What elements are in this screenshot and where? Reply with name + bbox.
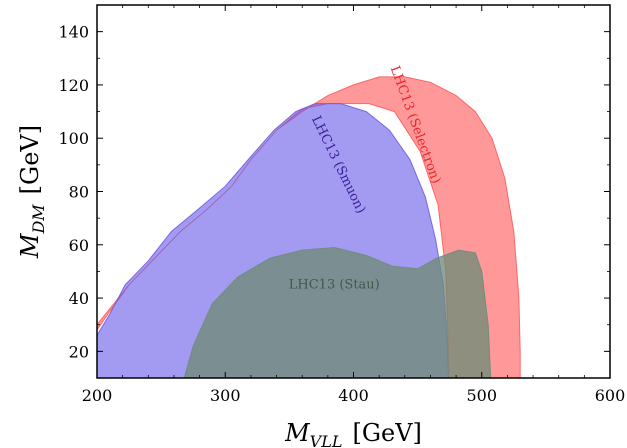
x-tick-label: 600 — [595, 386, 626, 405]
x-tick-label: 500 — [466, 386, 497, 405]
y-tick-label: 60 — [69, 236, 89, 255]
y-tick-label: 120 — [58, 76, 89, 95]
region-lhc13-stau — [183, 246, 492, 378]
y-tick-label: 40 — [69, 289, 89, 308]
y-tick-label: 80 — [69, 183, 89, 202]
y-tick-label: 140 — [58, 23, 89, 42]
x-axis-title: MVLL [GeV] — [284, 419, 422, 448]
y-axis-title: MDM[GeV] — [16, 125, 48, 259]
y-tick-label: 100 — [58, 129, 89, 148]
x-tick-label: 300 — [210, 386, 241, 405]
plot-area — [97, 76, 521, 378]
x-tick-label: 400 — [338, 386, 369, 405]
region-label-2: LHC13 (Stau) — [289, 277, 380, 292]
y-tick-label: 20 — [69, 342, 89, 361]
x-tick-label: 200 — [82, 386, 113, 405]
